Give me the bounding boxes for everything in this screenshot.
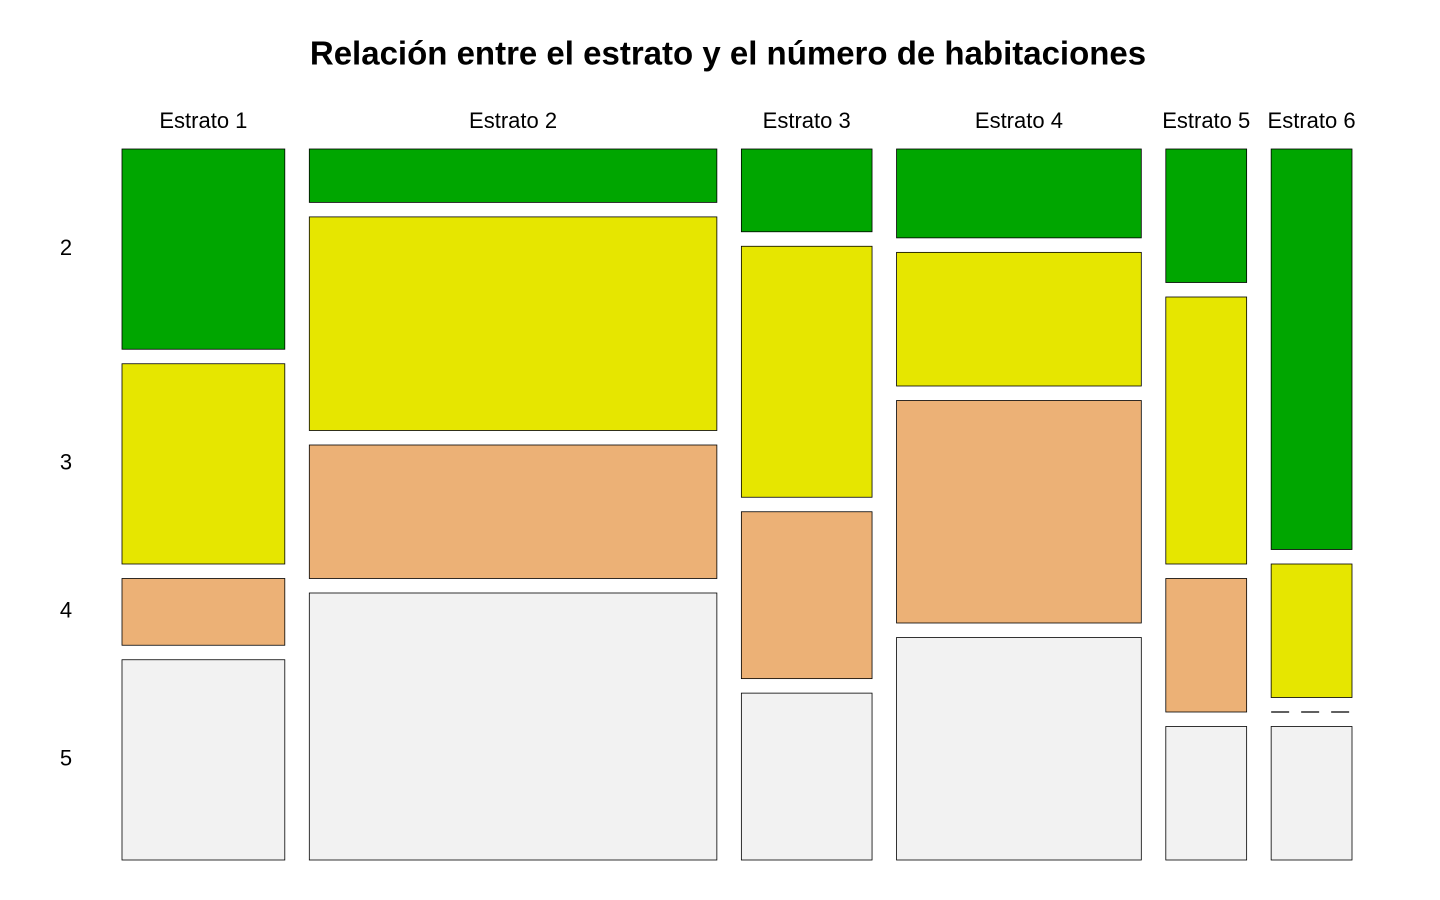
chart-title: Relación entre el estrato y el número de…	[310, 35, 1146, 72]
row-label: 5	[60, 746, 72, 771]
tile	[740, 511, 873, 680]
row-label: 3	[60, 450, 72, 475]
tile	[1165, 578, 1248, 713]
tile	[1165, 726, 1248, 861]
tile	[1270, 148, 1353, 550]
tile	[308, 592, 718, 861]
tile	[1165, 148, 1248, 283]
row-label: 2	[60, 235, 72, 260]
tile	[1165, 296, 1248, 565]
row-label: 4	[60, 598, 72, 623]
tile	[740, 245, 873, 498]
tile	[308, 148, 718, 203]
tile	[308, 216, 718, 431]
column-label: Estrato 2	[469, 108, 557, 133]
column-label: Estrato 1	[159, 108, 247, 133]
tile	[121, 659, 286, 861]
tile	[896, 400, 1142, 624]
tile	[121, 363, 286, 565]
column-label: Estrato 5	[1162, 108, 1250, 133]
column-label: Estrato 4	[975, 108, 1063, 133]
tile	[1270, 726, 1353, 861]
tile	[896, 251, 1142, 387]
column-label: Estrato 6	[1268, 108, 1356, 133]
tile	[121, 578, 286, 646]
tile	[308, 444, 718, 579]
tile	[740, 692, 873, 861]
tile	[896, 637, 1142, 861]
tile	[1270, 563, 1353, 698]
tile	[740, 148, 873, 233]
tile	[896, 148, 1142, 239]
column-label: Estrato 3	[763, 108, 851, 133]
tile	[121, 148, 286, 350]
